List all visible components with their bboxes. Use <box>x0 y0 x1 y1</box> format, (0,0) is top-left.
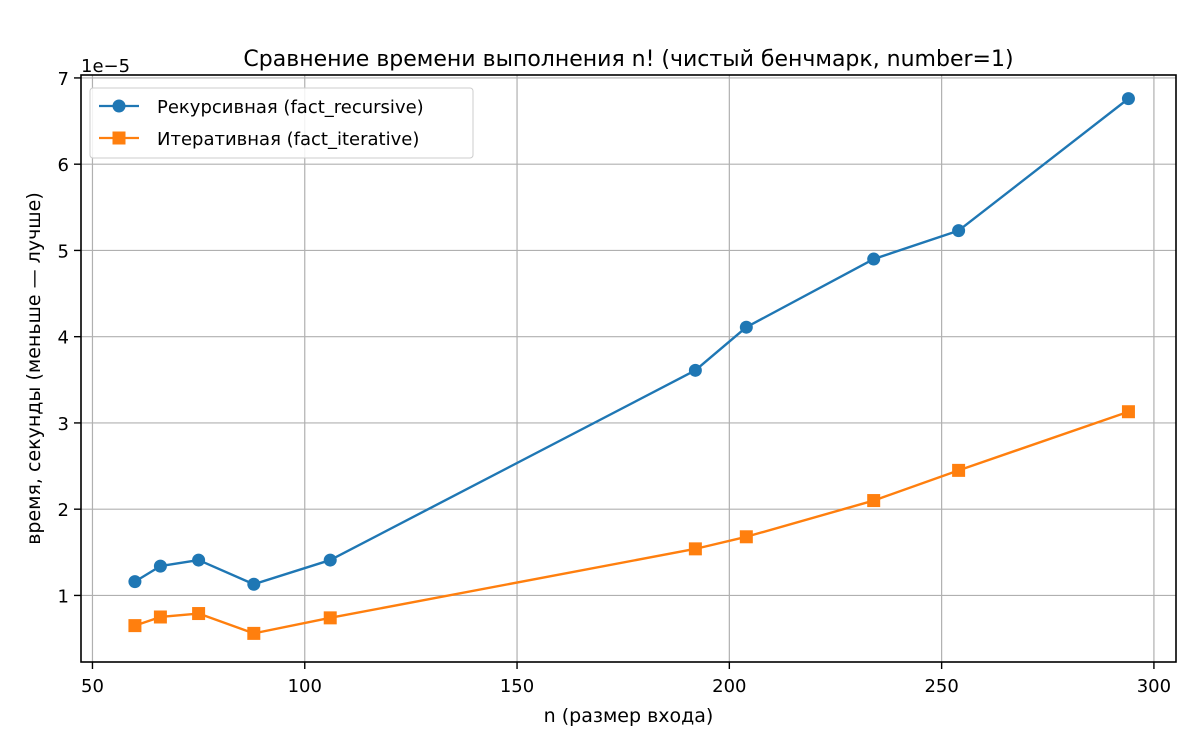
y-tick-label: 5 <box>58 241 69 262</box>
series-line-0 <box>134 97 1130 586</box>
legend-marker-recursive <box>112 99 126 113</box>
legend-label-recursive: Рекурсивная (fact_recursive) <box>157 97 424 118</box>
data-point-circle <box>867 252 881 266</box>
data-point-circle <box>153 559 167 573</box>
y-tick-label: 6 <box>58 155 69 176</box>
data-point-square <box>247 626 261 640</box>
data-point-square <box>867 494 881 508</box>
x-tick-label: 300 <box>1137 676 1171 697</box>
x-tick-label: 50 <box>81 676 104 697</box>
y-tick-label: 3 <box>58 414 69 435</box>
data-point-circle <box>1121 92 1135 106</box>
legend: Рекурсивная (fact_recursive) Итеративная… <box>89 87 474 159</box>
data-point-circle <box>739 320 753 334</box>
y-tick-label: 1 <box>58 586 69 607</box>
data-point-square <box>952 463 966 477</box>
y-axis-label: время, секунды (меньше — лучше) <box>23 192 45 545</box>
data-point-circle <box>952 224 966 238</box>
legend-label-iterative: Итеративная (fact_iterative) <box>157 129 419 150</box>
data-point-square <box>1121 405 1135 419</box>
data-point-square <box>192 607 206 621</box>
y-tick-label: 4 <box>58 328 69 349</box>
y-tick-label: 7 <box>58 69 69 90</box>
data-point-circle <box>192 553 206 567</box>
plot-frame <box>80 74 1177 663</box>
grid <box>81 75 1176 662</box>
x-tick-label: 250 <box>924 676 958 697</box>
data-point-circle <box>688 363 702 377</box>
series-line-1 <box>134 410 1129 635</box>
data-point-circle <box>247 577 261 591</box>
series-layer <box>128 92 1135 640</box>
legend-marker-iterative <box>112 131 126 145</box>
x-tick-label: 150 <box>500 676 534 697</box>
y-offset-label: 1e−5 <box>81 56 130 77</box>
data-point-square <box>688 542 702 556</box>
data-point-square <box>323 611 337 625</box>
y-axis: 1 2 3 4 5 6 7 <box>58 69 81 607</box>
data-point-circle <box>128 575 142 589</box>
data-point-square <box>739 530 753 544</box>
data-point-square <box>153 610 167 624</box>
y-tick-label: 2 <box>58 500 69 521</box>
data-point-square <box>128 619 142 633</box>
x-tick-label: 100 <box>288 676 322 697</box>
legend-frame <box>89 87 474 159</box>
x-axis: 50 100 150 200 250 300 <box>81 662 1171 697</box>
data-point-circle <box>323 553 337 567</box>
chart-title: Сравнение времени выполнения n! (чистый … <box>243 47 1013 72</box>
x-tick-label: 200 <box>712 676 746 697</box>
x-axis-label: n (размер входа) <box>544 705 714 727</box>
